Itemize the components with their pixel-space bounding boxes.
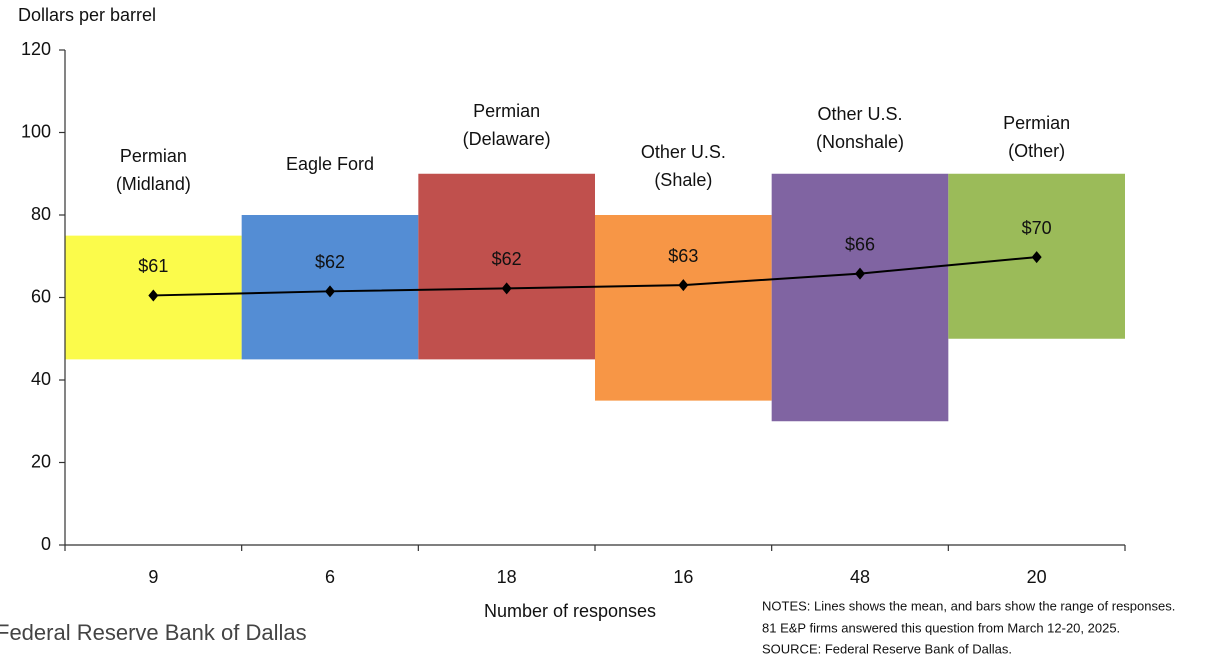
data-label: $63 [668, 246, 698, 266]
region-label: Permian [473, 101, 540, 121]
x-tick-label: 6 [325, 567, 335, 587]
note-line: NOTES: Lines shows the mean, and bars sh… [762, 598, 1175, 613]
mean-line [153, 256, 1037, 297]
x-tick-label: 16 [673, 567, 693, 587]
y-tick-label: 20 [31, 451, 51, 471]
region-label: (Other) [1008, 141, 1065, 161]
region-label: (Delaware) [463, 129, 551, 149]
range-bar [595, 215, 772, 401]
range-bar [418, 173, 595, 360]
note-line: 81 E&P firms answered this question from… [762, 620, 1120, 635]
x-tick-label: 48 [850, 567, 870, 587]
region-label: Other U.S. [817, 104, 902, 124]
data-label: $70 [1022, 218, 1052, 238]
mean-marker [148, 289, 159, 302]
y-tick-label: 0 [41, 534, 51, 554]
data-label: $62 [492, 249, 522, 269]
region-label: Eagle Ford [286, 154, 374, 174]
y-tick-label: 40 [31, 369, 51, 389]
x-tick-label: 18 [497, 567, 517, 587]
source-brand: Federal Reserve Bank of Dallas [0, 620, 307, 645]
region-label: Permian [1003, 113, 1070, 133]
mean-marker [501, 282, 512, 295]
mean-marker [325, 285, 335, 298]
x-tick-label: 20 [1027, 567, 1047, 587]
range-bar [771, 173, 949, 422]
region-label: (Shale) [654, 170, 712, 190]
y-tick-label: 120 [21, 39, 51, 59]
y-axis-label: Dollars per barrel [18, 5, 156, 25]
region-label: Other U.S. [641, 142, 726, 162]
mean-marker [678, 279, 689, 292]
region-label: Permian [120, 146, 187, 166]
mean-marker [855, 267, 865, 280]
y-tick-label: 100 [21, 121, 51, 141]
x-tick-label: 9 [148, 567, 158, 587]
data-label: $61 [138, 256, 168, 276]
y-tick-label: 60 [31, 286, 51, 306]
x-axis-label: Number of responses [484, 601, 656, 621]
region-label: (Nonshale) [816, 132, 904, 152]
mean-marker [1031, 251, 1042, 264]
data-label: $66 [845, 234, 875, 254]
region-label: (Midland) [116, 174, 191, 194]
data-label: $62 [315, 252, 345, 272]
y-tick-label: 80 [31, 204, 51, 224]
note-line: SOURCE: Federal Reserve Bank of Dallas. [762, 641, 1012, 656]
